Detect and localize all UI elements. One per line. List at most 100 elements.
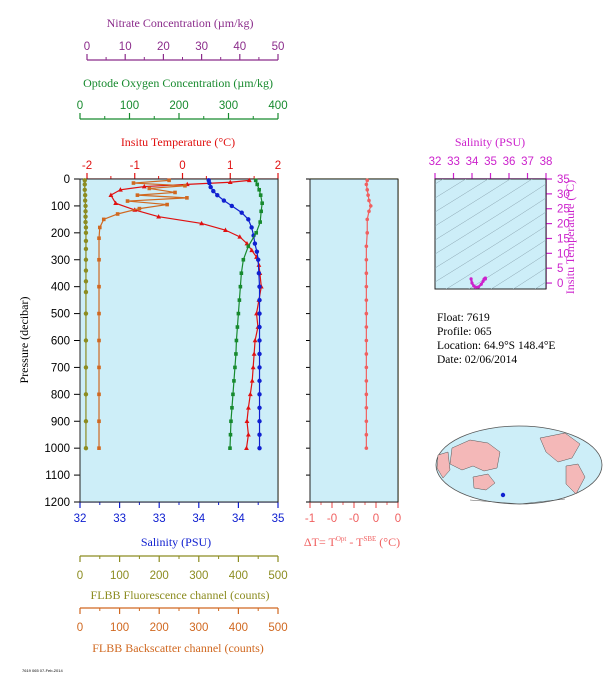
backscatter-tick-label: 500 <box>268 622 287 634</box>
profile-number: Profile: 065 <box>437 326 492 338</box>
oxygen-tick-label: 0 <box>77 100 83 112</box>
fluorescence-point <box>83 219 88 225</box>
pressure-tick-label: 1000 <box>44 443 70 455</box>
fluorescence-point <box>83 246 89 252</box>
temperature-point <box>250 364 256 370</box>
location: Location: 64.9°S 148.4°E <box>437 340 556 352</box>
ts-y-tick-label: 20 <box>557 219 570 231</box>
ts-isopycnal-line <box>435 211 546 283</box>
fluorescence-point <box>83 289 89 295</box>
backscatter-point <box>97 236 101 241</box>
ts-x-tick-label: 33 <box>447 156 460 168</box>
map-land-south-america <box>565 463 586 495</box>
pressure-tick-label: 400 <box>51 282 70 294</box>
delta-t-tick-label: -0 <box>349 513 359 525</box>
backscatter-axis: 0 100 200 300 400 500 <box>77 607 288 634</box>
salinity-axis-title: Salinity (PSU) <box>141 535 211 549</box>
temperature-point <box>251 351 257 356</box>
temperature-point <box>227 179 233 185</box>
salinity-point <box>257 445 262 451</box>
oxygen-point <box>237 298 242 302</box>
map-land-asia <box>449 439 501 472</box>
temperature-point <box>252 337 258 343</box>
fluorescence-point <box>82 198 88 203</box>
backscatter-point <box>167 178 171 183</box>
backscatter-point <box>173 190 177 195</box>
temperature-tick-label: 1 <box>227 160 233 172</box>
ts-isopycnal-line <box>445 225 546 289</box>
delta-t-point <box>364 352 369 356</box>
oxygen-tick-label: 100 <box>120 100 139 112</box>
fluorescence-tick-label: 100 <box>110 570 129 582</box>
oxygen-point <box>228 432 233 437</box>
pressure-tick-label: 500 <box>51 309 70 321</box>
float-id: Float: 7619 <box>437 312 490 324</box>
temperature-tick-label: 0 <box>179 160 185 172</box>
temperature-tick-label: 2 <box>275 160 281 172</box>
fluorescence-point <box>82 182 87 187</box>
delta-t-plot-area <box>309 178 399 503</box>
delta-t-point <box>364 446 369 450</box>
map-land-africa <box>436 451 451 479</box>
backscatter-tick-label: 300 <box>189 622 208 634</box>
map-land-australia <box>472 473 496 491</box>
salinity-point <box>257 419 262 424</box>
salinity-point <box>257 351 262 357</box>
ts-salinity-axis-title: Salinity (PSU) <box>455 135 525 149</box>
ts-isopycnal-line <box>435 179 533 241</box>
ts-y-tick-label: 25 <box>557 204 570 216</box>
oxygen-axis-title: Optode Oxygen Concentration (µm/kg) <box>83 76 273 90</box>
delta-t-point <box>364 405 369 410</box>
backscatter-point <box>98 225 102 230</box>
fluorescence-point <box>83 225 89 230</box>
ts-y-tick-label: 0 <box>557 278 563 290</box>
salinity-tick-label: 34 <box>192 513 205 525</box>
ts-point <box>469 277 473 281</box>
salinity-point <box>252 241 258 246</box>
salinity-point <box>246 217 251 222</box>
oxygen-point <box>239 271 244 276</box>
oxygen-tick-label: 300 <box>219 100 238 112</box>
salinity-axis: 32 33 33 34 34 35 <box>74 501 284 525</box>
nitrate-axis-title: Nitrate Concentration (µm/kg) <box>107 16 254 30</box>
salinity-point <box>215 192 220 198</box>
pressure-tick-label: 200 <box>51 228 70 240</box>
fluorescence-point <box>83 238 89 244</box>
oxygen-point <box>235 325 240 329</box>
main-plot-area <box>79 178 279 503</box>
salinity-point <box>249 225 254 230</box>
pressure-axis-title: Pressure (decibar) <box>17 297 31 384</box>
backscatter-tick-label: 0 <box>77 622 83 634</box>
oxygen-point <box>246 244 251 249</box>
oxygen-point <box>238 284 243 289</box>
salinity-point <box>257 392 262 397</box>
ts-x-tick-label: 34 <box>466 156 479 168</box>
fluorescence-point <box>82 178 87 183</box>
delta-t-point <box>365 187 370 192</box>
temperature-tick-label: -2 <box>82 160 92 172</box>
map-land-antarctica <box>469 498 566 505</box>
oxygen-point <box>259 209 263 214</box>
pressure-tick-label: 1100 <box>45 470 70 482</box>
delta-t-point <box>364 298 369 302</box>
fluorescence-point <box>83 365 89 370</box>
salinity-tick-label: 34 <box>232 513 245 525</box>
pressure-tick-label: 800 <box>51 389 70 401</box>
delta-t-tick-label: -0 <box>327 513 337 525</box>
salinity-point <box>208 184 213 190</box>
ts-isopycnal-line <box>468 239 546 289</box>
ts-x-tick-label: 37 <box>521 156 534 168</box>
backscatter-point <box>97 338 101 343</box>
salinity-point <box>257 284 262 289</box>
backscatter-point <box>131 181 136 185</box>
backscatter-point <box>97 311 101 316</box>
backscatter-tick-label: 100 <box>110 622 129 634</box>
temperature-point <box>118 187 123 192</box>
delta-t-point <box>364 419 369 424</box>
ts-y-tick-label: 15 <box>557 233 570 245</box>
backscatter-point <box>183 183 187 188</box>
oxygen-point <box>258 220 262 224</box>
salinity-point <box>257 297 262 303</box>
float-info-block: Float: 7619 Profile: 065 Location: 64.9°… <box>437 311 555 367</box>
fluorescence-point <box>83 214 88 219</box>
